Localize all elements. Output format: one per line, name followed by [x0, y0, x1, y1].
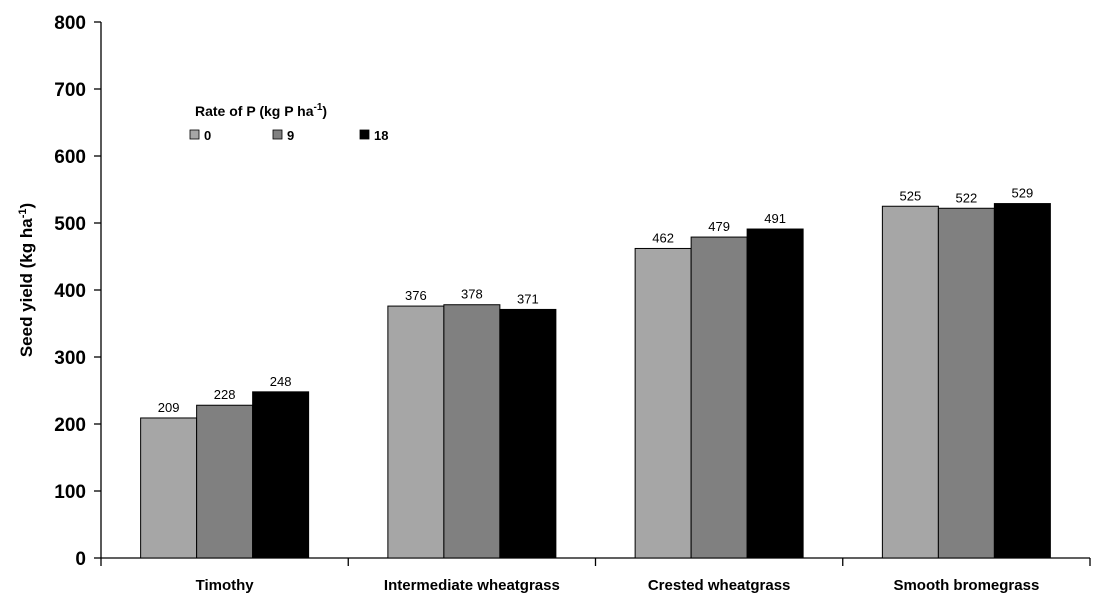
bar	[443, 304, 501, 559]
y-axis-label: Seed yield (kg ha-1)	[17, 203, 36, 357]
data-label: 228	[214, 387, 236, 402]
x-tick-label: Crested wheatgrass	[648, 577, 791, 594]
legend-label: 0	[204, 128, 211, 143]
y-tick-label: 200	[54, 415, 86, 436]
data-label: 522	[956, 190, 978, 205]
y-tick-label: 500	[54, 214, 86, 235]
legend-swatch	[189, 129, 200, 140]
bar	[634, 247, 692, 559]
bars	[140, 203, 1051, 559]
data-label: 376	[405, 288, 427, 303]
bar	[140, 417, 198, 559]
y-axis-label-superscript: -1	[17, 209, 29, 219]
x-tick-label: Intermediate wheatgrass	[384, 577, 560, 594]
bar	[993, 203, 1051, 559]
y-tick-label: 800	[54, 13, 86, 34]
bar	[881, 205, 939, 559]
data-label: 248	[270, 374, 292, 389]
data-label: 529	[1012, 186, 1034, 201]
legend-swatch	[359, 129, 370, 140]
data-label: 479	[708, 219, 730, 234]
data-label: 525	[900, 188, 922, 203]
x-axis: Timothy Intermediate wheatgrass Crested wh…	[100, 557, 1091, 594]
x-tick-label: Timothy	[196, 577, 255, 594]
x-tick-label: Smooth bromegrass	[893, 577, 1039, 594]
data-label: 378	[461, 287, 483, 302]
bar	[690, 236, 748, 559]
y-tick-label: 0	[75, 549, 86, 570]
data-labels: 209 376 462 525 228 378 479 522 248 371 491 529	[158, 186, 1033, 415]
data-label: 491	[764, 211, 786, 226]
data-label: 209	[158, 400, 180, 415]
bar	[252, 391, 310, 559]
bar	[499, 308, 557, 559]
y-axis: 0 100 200 300 400 500 600 700 800	[54, 13, 102, 570]
legend: Rate of P (kg P ha-1) 0 9 18	[189, 102, 388, 143]
y-tick-label: 400	[54, 281, 86, 302]
bar	[937, 207, 995, 559]
data-label: 371	[517, 291, 539, 306]
y-tick-label: 600	[54, 147, 86, 168]
legend-label: 9	[287, 128, 294, 143]
y-tick-label: 100	[54, 482, 86, 503]
bar	[387, 305, 445, 559]
legend-swatch	[272, 129, 283, 140]
legend-title-superscript: -1	[314, 102, 323, 113]
legend-title: Rate of P (kg P ha-1)	[195, 102, 327, 119]
data-label: 462	[652, 230, 674, 245]
bar	[746, 228, 804, 559]
y-tick-label: 300	[54, 348, 86, 369]
y-tick-label: 700	[54, 80, 86, 101]
legend-label: 18	[374, 128, 388, 143]
bar	[196, 404, 254, 559]
